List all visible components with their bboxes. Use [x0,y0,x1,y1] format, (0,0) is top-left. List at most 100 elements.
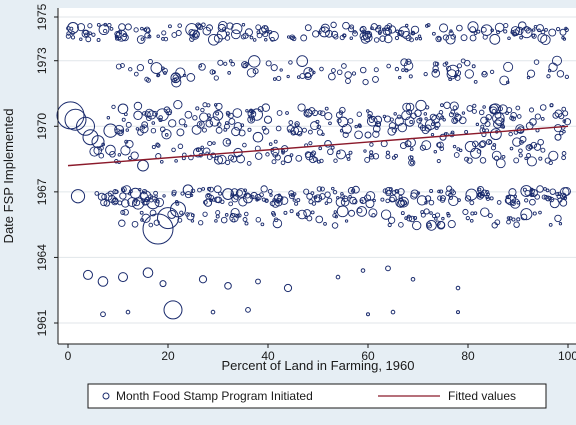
scatter-dot-267 [227,71,231,75]
scatter-dot-641 [117,153,122,157]
scatter-dot-908 [197,187,202,193]
scatter-dot-328 [133,101,143,111]
scatter-dot-1057 [273,217,279,223]
scatter-dot-1054 [214,219,218,223]
y-tick-label-1: 1964 [35,244,49,271]
scatter-dot-312 [433,68,438,74]
scatter-dot-494 [416,118,422,124]
scatter-dot-928 [269,193,273,197]
scatter-dot-809 [306,193,313,200]
scatter-dot-1044 [179,210,184,215]
scatter-dot-1024 [558,222,563,226]
scatter-dot-1048 [323,221,327,226]
scatter-dot-622 [171,147,176,153]
scatter-dot-500 [183,124,188,128]
scatter-dot-286 [244,62,249,67]
scatter-dot-879 [131,197,145,210]
scatter-dot-299 [445,65,452,72]
scatter-dot-121 [140,26,144,31]
scatter-dot-179 [349,24,355,30]
scatter-point-63 [455,285,461,291]
scatter-dot-678 [124,139,129,144]
scatter-dot-675 [533,143,542,151]
scatter-dot-263 [360,66,367,74]
scatter-dot-63 [520,26,533,39]
scatter-dot-472 [135,127,140,131]
scatter-dot-600 [156,143,161,148]
scatter-dot-835 [410,192,418,200]
scatter-dot-436 [213,103,218,107]
scatter-point-66 [210,309,216,315]
scatter-dot-594 [518,148,523,154]
scatter-dot-198 [425,24,429,28]
scatter-dot-1030 [480,207,490,217]
scatter-dot-401 [111,104,116,110]
scatter-dot-256 [211,70,216,75]
scatter-dot-72 [70,35,76,40]
scatter-dot-909 [555,192,560,197]
scatter-dot-429 [228,118,236,125]
scatter-dot-715 [548,150,559,161]
scatter-dot-781 [213,185,222,194]
scatter-dot-382 [287,129,292,133]
scatter-dot-1041 [420,210,425,215]
scatter-point-24 [263,115,273,124]
scatter-dot-291 [331,68,336,73]
scatter-dot-875 [557,191,562,196]
scatter-dot-269 [319,66,324,72]
scatter-dot-76 [532,28,536,32]
scatter-dot-440 [192,115,198,121]
scatter-dot-47 [473,31,478,36]
scatter-dot-426 [341,123,352,135]
scatter-dot-846 [277,193,281,197]
scatter-dot-156 [268,31,279,42]
scatter-dot-301 [186,73,196,82]
scatter-dot-501 [516,114,522,119]
scatter-dot-827 [380,197,385,202]
scatter-dot-831 [260,185,268,193]
scatter-dot-463 [354,124,358,129]
scatter-dot-112 [348,26,354,33]
scatter-dot-321 [324,112,333,121]
scatter-dot-307 [394,66,400,72]
scatter-dot-584 [89,146,100,157]
scatter-dot-557 [117,129,124,137]
scatter-dot-981 [446,211,450,216]
scatter-dot-474 [339,106,346,114]
scatter-dot-360 [178,118,186,126]
scatter-dot-416 [347,118,354,124]
scatter-dot-271 [119,63,125,69]
scatter-dot-1017 [297,209,307,220]
scatter-dot-504 [328,121,332,126]
scatter-dot-128 [226,22,234,30]
scatter-dot-644 [336,149,346,160]
y-axis-title: Date FSP Implemented [1,109,16,244]
scatter-dot-628 [456,147,461,151]
scatter-dot-281 [146,77,151,83]
scatter-dot-40 [342,21,350,30]
scatter-dot-185 [191,33,196,37]
scatter-dot-133 [290,36,295,41]
scatter-dot-246 [252,68,259,75]
scatter-dot-339 [478,109,485,116]
scatter-dot-811 [279,196,289,205]
scatter-dot-452 [335,111,343,119]
scatter-dot-470 [394,116,404,126]
scatter-dot-1034 [304,215,308,220]
scatter-dot-119 [405,23,409,28]
scatter-dot-899 [557,197,563,203]
y-tick-label-3: 1970 [35,113,49,140]
scatter-dot-626 [526,156,537,167]
scatter-dot-52 [96,37,101,42]
scatter-dot-399 [199,122,203,126]
scatter-dot-716 [188,154,194,161]
scatter-dot-54 [171,32,178,38]
scatter-dot-202 [414,37,419,41]
scatter-dot-761 [205,192,212,200]
scatter-dot-73 [330,21,337,29]
scatter-dot-421 [491,108,497,114]
scatter-dot-132 [432,31,436,36]
scatter-dot-985 [131,220,139,228]
scatter-dot-681 [453,152,460,158]
scatter-dot-991 [426,222,433,229]
